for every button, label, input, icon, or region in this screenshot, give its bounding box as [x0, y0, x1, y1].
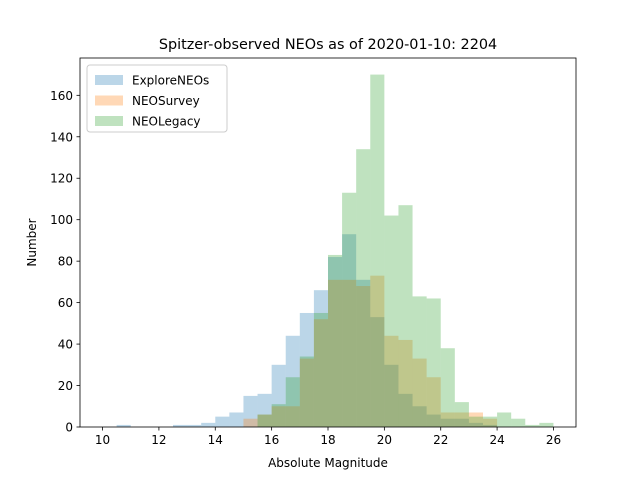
- legend-swatch-1: [95, 95, 123, 106]
- bar-NEOSurvey-15: [454, 412, 469, 427]
- bar-ExploreNEOs-13: [342, 234, 357, 427]
- x-tick-label-4: 18: [320, 433, 335, 447]
- bar-NEOSurvey-4: [299, 358, 314, 427]
- bar-NEOLegacy-8: [370, 74, 385, 428]
- y-tick-label-6: 120: [50, 172, 73, 186]
- bar-ExploreNEOs-21: [454, 418, 469, 427]
- bar-ExploreNEOs-12: [328, 257, 343, 427]
- bar-ExploreNEOs-15: [370, 317, 385, 427]
- bar-NEOLegacy-20: [539, 422, 554, 427]
- x-tick-label-2: 14: [208, 433, 223, 447]
- y-tick-label-1: 20: [58, 379, 73, 393]
- bar-NEOLegacy-7: [356, 149, 371, 427]
- bar-ExploreNEOs-0: [116, 424, 131, 427]
- bar-ExploreNEOs-18: [412, 406, 427, 427]
- bar-ExploreNEOs-20: [440, 418, 455, 427]
- bar-NEOLegacy-2: [285, 377, 300, 427]
- bar-ExploreNEOs-2: [187, 424, 202, 427]
- bar-ExploreNEOs-10: [299, 312, 314, 427]
- bar-ExploreNEOs-1: [173, 424, 188, 427]
- bar-ExploreNEOs-22: [468, 422, 483, 427]
- bar-NEOLegacy-5: [328, 254, 343, 427]
- bar-ExploreNEOs-16: [384, 364, 399, 427]
- bar-ExploreNEOs-11: [313, 290, 328, 427]
- bar-NEOLegacy-11: [412, 296, 427, 427]
- bar-NEOSurvey-3: [285, 406, 300, 427]
- bar-NEOLegacy-13: [440, 348, 455, 427]
- x-tick-label-6: 22: [433, 433, 448, 447]
- y-tick-label-3: 60: [58, 296, 73, 310]
- x-tick-label-7: 24: [489, 433, 504, 447]
- bar-ExploreNEOs-5: [229, 412, 244, 427]
- bar-NEOLegacy-18: [511, 418, 526, 427]
- x-tick-label-5: 20: [377, 433, 392, 447]
- y-tick-label-4: 80: [58, 255, 73, 269]
- x-tick-label-8: 26: [546, 433, 561, 447]
- y-tick-label-2: 40: [58, 338, 73, 352]
- x-axis: 10 12 14 16 18 20 22 24 26: [95, 427, 561, 447]
- bar-NEOLegacy-9: [384, 215, 399, 427]
- bar-NEOLegacy-4: [313, 312, 328, 427]
- y-tick-label-8: 160: [50, 89, 73, 103]
- bar-NEOSurvey-6: [328, 279, 343, 427]
- x-axis-label: Absolute Magnitude: [268, 456, 388, 470]
- bar-ExploreNEOs-3: [201, 422, 216, 427]
- bar-NEOLegacy-0: [257, 414, 272, 427]
- bar-NEOSurvey-1: [257, 414, 272, 427]
- bar-NEOSurvey-8: [356, 286, 371, 427]
- bar-NEOLegacy-19: [525, 424, 540, 427]
- y-axis: 0 20 40 60 80 100 120 140 160: [50, 89, 80, 435]
- legend-swatch-2: [95, 116, 123, 126]
- bar-ExploreNEOs-4: [215, 416, 230, 427]
- legend: ExploreNEOs NEOSurvey NEOLegacy: [86, 64, 228, 133]
- bar-ExploreNEOs-8: [271, 364, 286, 427]
- bar-ExploreNEOs-6: [243, 395, 258, 427]
- bar-ExploreNEOs-17: [398, 393, 413, 427]
- bar-NEOLegacy-15: [468, 416, 483, 427]
- legend-label-2: NEOLegacy: [132, 115, 201, 129]
- bar-NEOSurvey-9: [370, 275, 385, 427]
- legend-label-1: NEOSurvey: [132, 94, 200, 108]
- bar-ExploreNEOs-9: [285, 335, 300, 427]
- bar-ExploreNEOs-14: [356, 279, 371, 427]
- bar-NEOLegacy-16: [483, 416, 498, 427]
- bars-layer: [116, 74, 554, 428]
- bar-NEOSurvey-0: [243, 418, 258, 427]
- x-tick-label-3: 16: [264, 433, 279, 447]
- bar-ExploreNEOs-23: [483, 424, 498, 427]
- bar-NEOSurvey-11: [398, 339, 413, 427]
- bar-NEOSurvey-13: [426, 377, 441, 427]
- y-tick-label-7: 140: [50, 130, 73, 144]
- legend-label-0: ExploreNEOs: [132, 74, 209, 88]
- bar-NEOLegacy-10: [398, 205, 413, 427]
- bar-NEOSurvey-2: [271, 406, 286, 427]
- legend-box: [86, 64, 228, 133]
- bar-NEOLegacy-12: [426, 298, 441, 427]
- bar-NEOSurvey-10: [384, 335, 399, 427]
- legend-swatch-0: [95, 75, 123, 85]
- bar-NEOSurvey-12: [412, 358, 427, 427]
- bar-ExploreNEOs-19: [426, 414, 441, 427]
- x-tick-label-0: 10: [95, 433, 110, 447]
- bar-NEOLegacy-1: [271, 404, 286, 427]
- bar-NEOLegacy-17: [497, 412, 512, 427]
- chart-title: Spitzer-observed NEOs as of 2020-01-10: …: [159, 37, 497, 53]
- bar-NEOSurvey-14: [440, 412, 455, 427]
- bar-NEOSurvey-5: [313, 319, 328, 427]
- y-axis-label: Number: [25, 218, 39, 266]
- bar-NEOSurvey-17: [483, 418, 498, 427]
- x-tick-label-1: 12: [151, 433, 166, 447]
- bar-NEOSurvey-7: [342, 279, 357, 427]
- y-tick-label-0: 0: [65, 421, 73, 435]
- bar-NEOSurvey-16: [468, 412, 483, 427]
- bar-NEOLegacy-14: [454, 402, 469, 427]
- bar-NEOLegacy-3: [299, 356, 314, 427]
- y-tick-label-5: 100: [50, 213, 73, 227]
- bar-NEOLegacy-6: [342, 192, 357, 427]
- bar-ExploreNEOs-7: [257, 393, 272, 427]
